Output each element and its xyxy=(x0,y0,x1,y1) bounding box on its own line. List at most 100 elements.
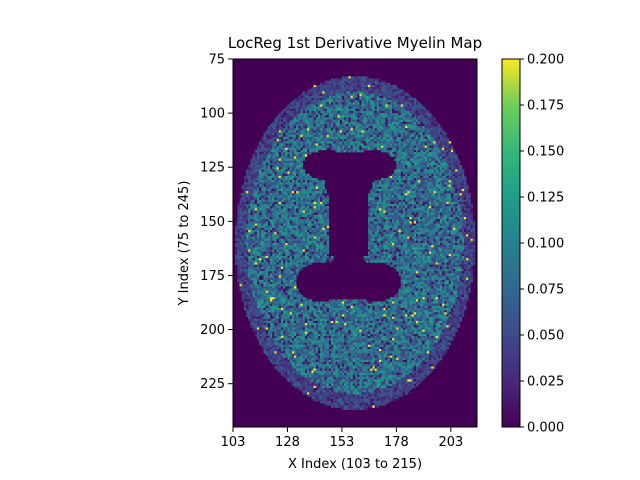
heatmap-cell xyxy=(402,212,406,216)
heatmap-cell xyxy=(339,130,343,133)
heatmap-cell xyxy=(461,188,465,192)
heatmap-cell xyxy=(283,223,286,226)
heatmap-cell xyxy=(470,221,473,224)
heatmap-cell xyxy=(385,132,388,136)
heatmap-cell xyxy=(241,221,245,224)
heatmap-cell xyxy=(315,145,319,149)
heatmap-cell xyxy=(418,195,421,198)
heatmap-cell xyxy=(270,145,273,149)
heatmap-cell xyxy=(424,162,428,166)
heatmap-cell xyxy=(396,171,399,175)
heatmap-cell xyxy=(368,87,371,90)
heatmap-cell xyxy=(385,84,388,88)
heatmap-cell xyxy=(276,178,280,181)
heatmap-cell xyxy=(263,182,266,185)
heatmap-cell xyxy=(437,134,441,138)
heatmap-cell xyxy=(278,117,282,120)
heatmap-cell xyxy=(463,204,467,207)
heatmap-cell xyxy=(341,82,345,86)
heatmap-cell xyxy=(402,191,406,194)
heatmap-cell xyxy=(274,214,277,218)
heatmap-cell xyxy=(457,162,460,166)
heatmap-cell xyxy=(348,136,351,140)
heatmap-cell xyxy=(444,178,447,181)
heatmap-cell xyxy=(274,123,277,127)
heatmap-cell xyxy=(424,136,428,140)
heatmap-cell xyxy=(348,84,351,88)
heatmap-cell xyxy=(276,165,280,168)
heatmap-cell xyxy=(270,223,273,226)
heatmap-cell xyxy=(341,143,345,146)
heatmap-cell xyxy=(259,175,262,179)
heatmap-cell xyxy=(409,217,412,220)
heatmap-cell xyxy=(389,223,393,226)
heatmap-cell xyxy=(296,132,299,136)
heatmap-cell xyxy=(461,191,465,194)
heatmap-cell xyxy=(420,178,423,181)
heatmap-cell xyxy=(350,97,354,101)
heatmap-cell xyxy=(248,180,251,183)
heatmap-cell xyxy=(302,206,306,209)
heatmap-cell xyxy=(411,219,415,222)
heatmap-cell xyxy=(413,169,417,172)
heatmap-cell xyxy=(339,132,343,136)
heatmap-cell xyxy=(252,186,256,190)
heatmap-cell xyxy=(350,141,354,144)
heatmap-cell xyxy=(355,117,358,120)
heatmap-cell xyxy=(429,182,432,185)
heatmap-cell xyxy=(374,221,378,224)
heatmap-cell xyxy=(339,141,343,144)
heatmap-cell xyxy=(398,191,402,194)
heatmap-cell xyxy=(422,117,426,120)
heatmap-cell xyxy=(435,191,439,194)
heatmap-cell xyxy=(296,173,299,177)
heatmap-cell xyxy=(398,141,402,144)
heatmap-cell xyxy=(307,123,310,127)
heatmap-cell xyxy=(309,134,312,138)
heatmap-cell xyxy=(307,206,310,209)
heatmap-cell xyxy=(387,128,391,131)
heatmap-cell xyxy=(326,119,330,123)
heatmap-cell xyxy=(387,123,391,127)
heatmap-cell xyxy=(243,223,247,226)
heatmap-cell xyxy=(418,104,421,107)
heatmap-cell xyxy=(291,193,295,196)
heatmap-cell xyxy=(285,175,288,179)
heatmap-cell xyxy=(294,214,297,218)
heatmap-cell xyxy=(302,204,306,207)
heatmap-cell xyxy=(324,117,327,120)
heatmap-cell xyxy=(453,217,456,220)
heatmap-cell xyxy=(409,178,412,181)
heatmap-cell xyxy=(431,154,434,157)
heatmap-cell xyxy=(256,158,260,162)
heatmap-cell xyxy=(328,123,332,127)
heatmap-cell xyxy=(455,171,458,175)
heatmap-cell xyxy=(405,91,408,94)
heatmap-cell xyxy=(333,147,336,151)
heatmap-cell xyxy=(385,89,388,92)
heatmap-cell xyxy=(392,178,395,181)
heatmap-cell xyxy=(398,162,402,166)
heatmap-cell xyxy=(394,169,397,172)
heatmap-cell xyxy=(320,225,323,229)
heatmap-cell xyxy=(389,197,393,200)
heatmap-cell xyxy=(263,134,266,138)
heatmap-cell xyxy=(317,126,321,129)
heatmap-cell xyxy=(370,89,373,92)
heatmap-cell xyxy=(409,165,412,168)
heatmap-cell xyxy=(300,212,304,216)
heatmap-cell xyxy=(429,119,432,123)
heatmap-cell xyxy=(426,169,430,172)
heatmap-cell xyxy=(368,199,371,203)
heatmap-cell xyxy=(455,221,458,224)
heatmap-cell xyxy=(265,225,269,229)
heatmap-cell xyxy=(413,195,417,198)
heatmap-cell xyxy=(424,225,428,229)
heatmap-cell xyxy=(296,100,299,103)
heatmap-cell xyxy=(396,173,399,177)
heatmap-cell xyxy=(363,128,367,131)
heatmap-cell xyxy=(435,132,439,136)
heatmap-cell xyxy=(363,80,367,84)
heatmap-cell xyxy=(280,188,284,192)
heatmap-cell xyxy=(267,197,271,200)
